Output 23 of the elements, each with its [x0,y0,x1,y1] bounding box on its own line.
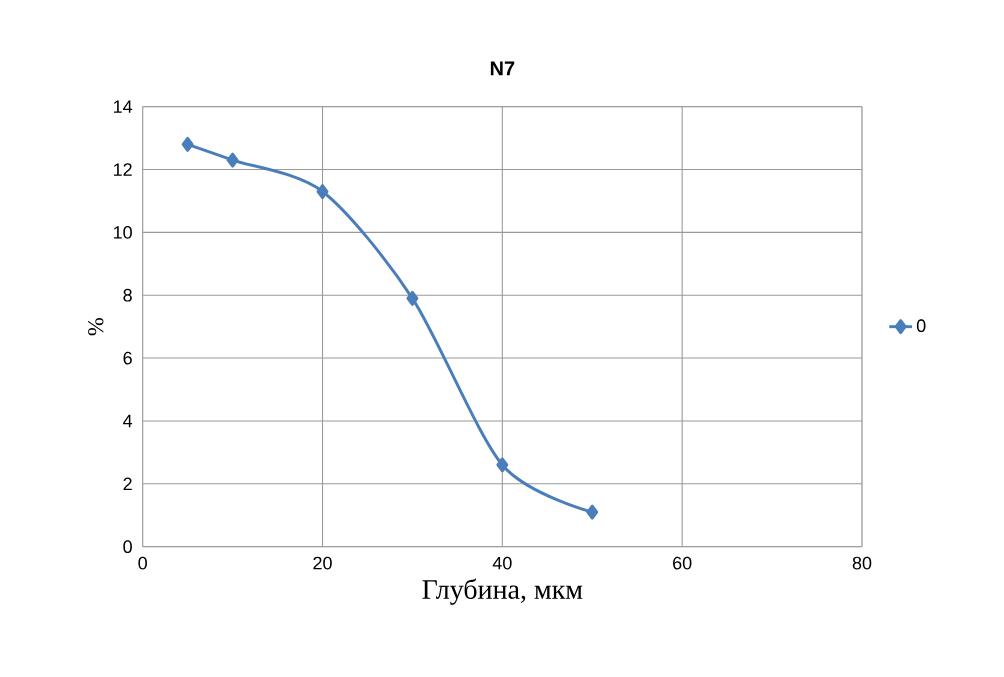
y-tick-label: 6 [123,351,132,365]
x-tick-label: 40 [492,556,512,570]
x-tick-label: 80 [852,556,872,570]
y-tick-label: 12 [113,163,132,176]
point [496,457,509,473]
legend-label: 0 [916,319,926,332]
chart-title: N7 [490,61,515,76]
x-tick-label: 60 [673,556,692,570]
point [316,183,329,199]
x-tick-label: 0 [138,556,147,570]
point [586,504,599,520]
y-tick-label: 0 [123,540,132,553]
x-tick-label: 20 [313,556,332,570]
y-axis-title: % [88,317,104,336]
y-tick-label: 10 [113,225,132,239]
x-axis-title: Глубина, мкм [422,578,583,605]
y-tick-label: 2 [123,477,132,490]
y-tick-label: 4 [123,414,133,427]
point [226,152,239,168]
point [181,136,194,152]
point [406,290,419,306]
y-tick-label: 8 [123,288,132,302]
y-tick-label: 14 [113,100,133,113]
